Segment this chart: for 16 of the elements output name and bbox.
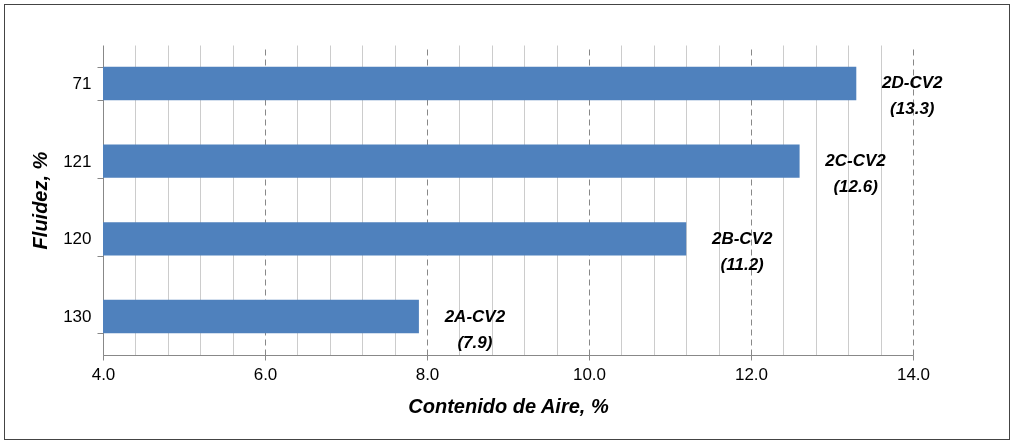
- data-label: 2D-CV2 (13.3): [881, 73, 944, 119]
- x-tick-label: 8.0: [415, 364, 440, 384]
- y-tick-label: 120: [63, 229, 92, 249]
- x-tick-label: 4.0: [91, 364, 116, 384]
- y-tick-label: 71: [72, 73, 92, 93]
- data-label: 2B-CV2 (11.2): [710, 228, 773, 274]
- y-axis-title: Fluidez, %: [29, 151, 52, 250]
- x-tick-label: 14.0: [896, 364, 931, 384]
- y-tick-label: 130: [63, 307, 92, 327]
- y-tick-label: 121: [63, 151, 92, 171]
- x-axis-title: Contenido de Aire, %: [408, 394, 609, 417]
- data-label: 2A-CV2 (7.9): [443, 306, 506, 352]
- x-tick-label: 12.0: [734, 364, 769, 384]
- x-tick-label: 10.0: [572, 364, 607, 384]
- data-label: 2C-CV2 (12.6): [824, 151, 887, 197]
- x-tick-label: 6.0: [253, 364, 278, 384]
